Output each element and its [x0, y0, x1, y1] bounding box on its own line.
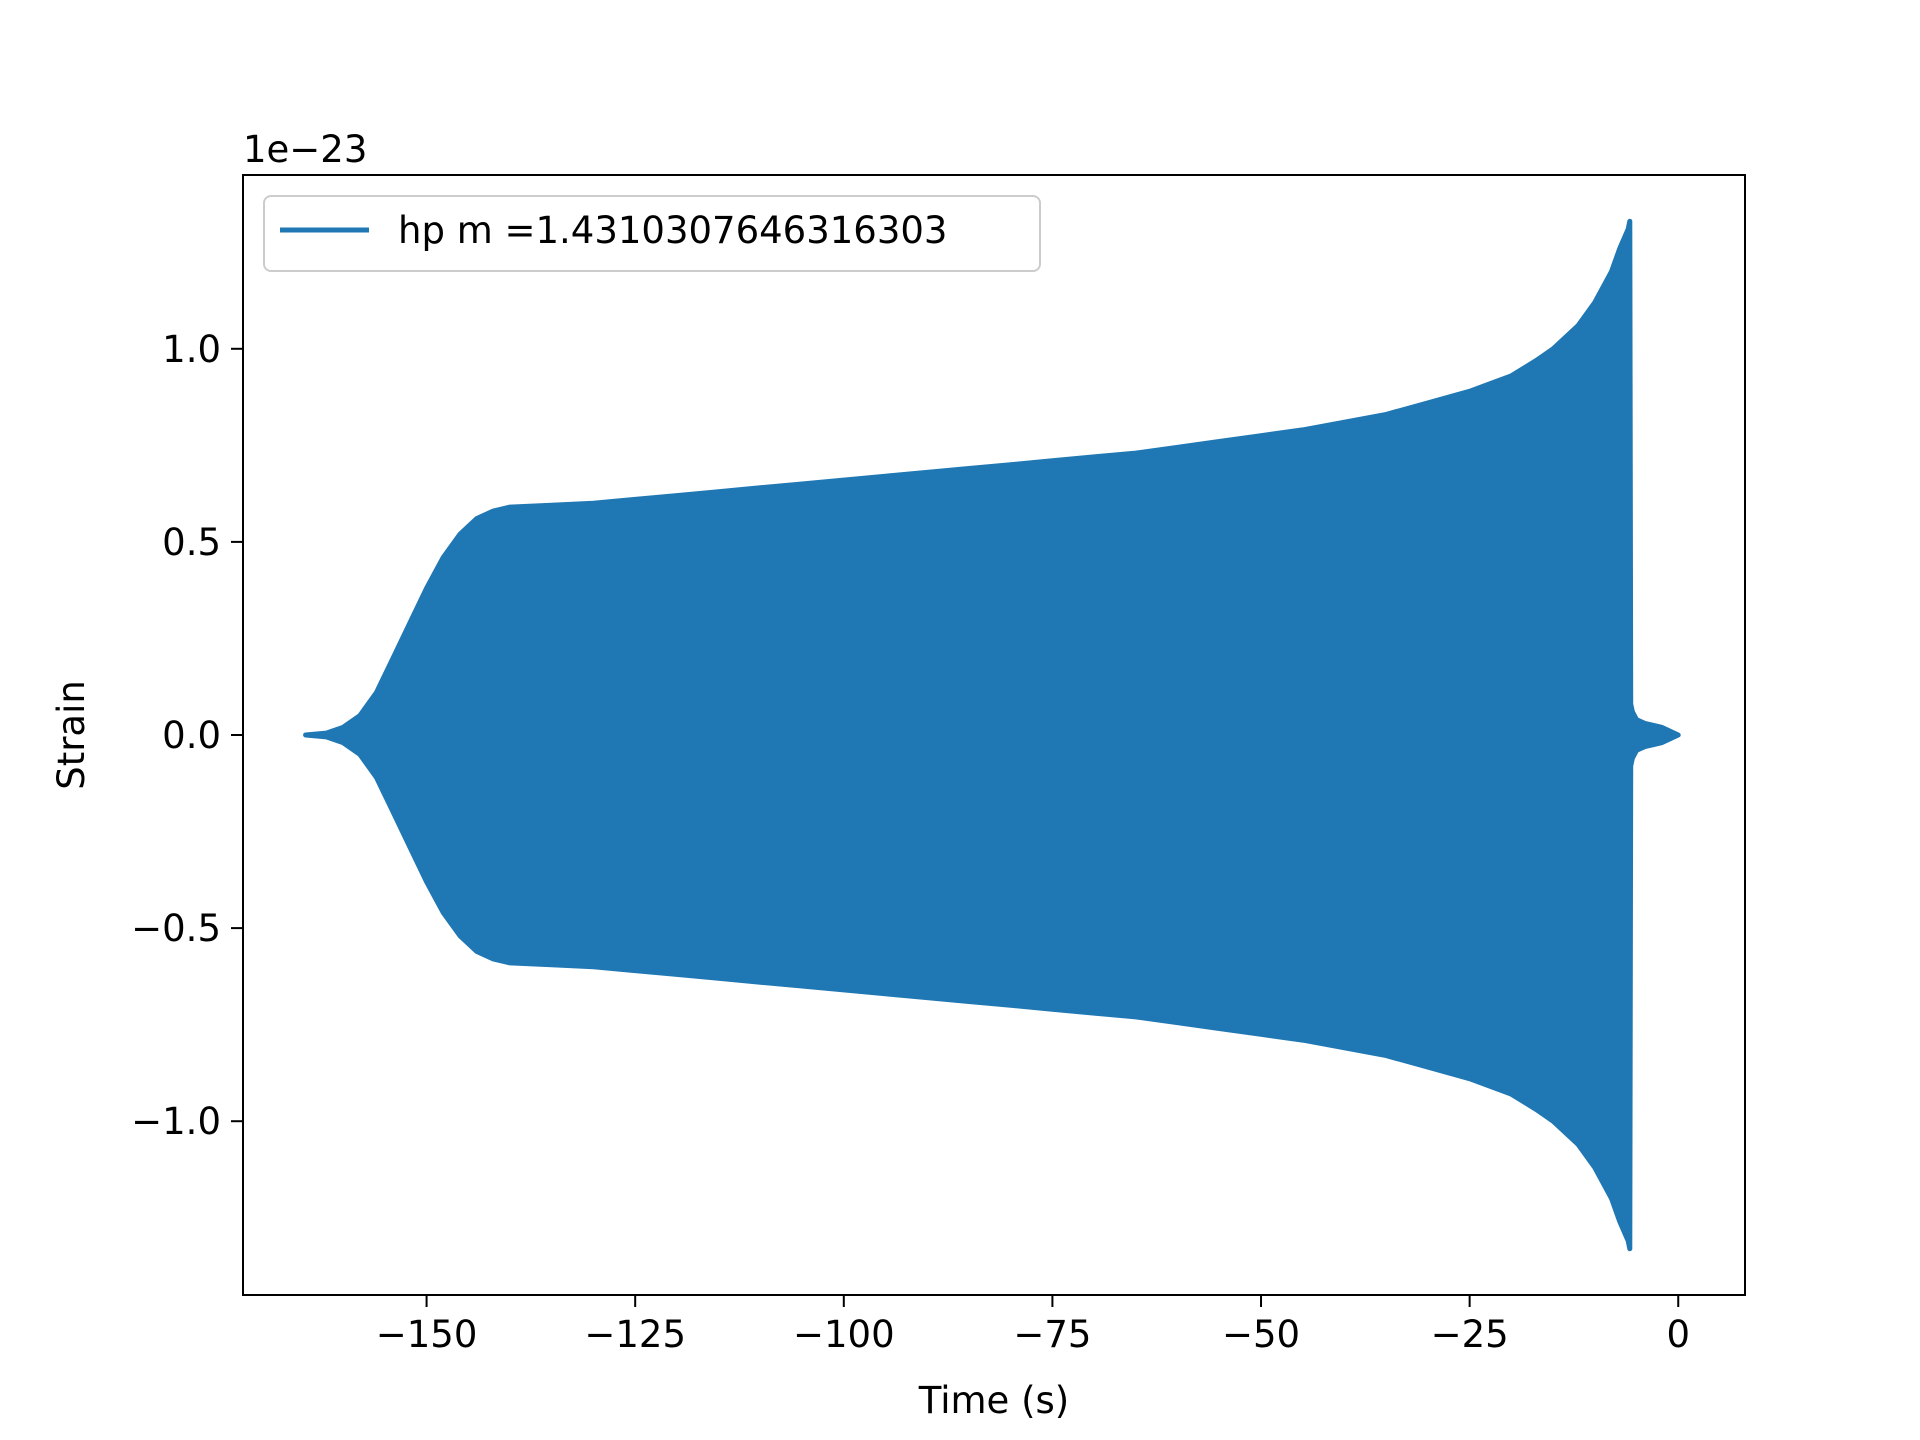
- x-tick-label: −75: [1013, 1313, 1091, 1356]
- y-tick-label: 0.0: [162, 714, 221, 757]
- y-tick-label: −1.0: [131, 1100, 221, 1143]
- y-tick-label: −0.5: [131, 907, 221, 950]
- x-axis: −150 −125 −100 −75 −50 −25 0: [376, 1295, 1690, 1356]
- legend: hp m =1.4310307646316303: [263, 195, 1041, 272]
- x-axis-label: Time (s): [918, 1379, 1069, 1422]
- y-axis-label: Strain: [50, 680, 93, 790]
- y-axis: −1.0 −0.5 0.0 0.5 1.0: [131, 328, 243, 1143]
- x-tick-label: −125: [584, 1313, 686, 1356]
- x-tick-label: −50: [1222, 1313, 1300, 1356]
- x-tick-label: −150: [376, 1313, 478, 1356]
- series-layer: [303, 218, 1681, 1252]
- y-tick-label: 1.0: [162, 328, 221, 371]
- y-offset-label: 1e−23: [243, 128, 367, 171]
- x-tick-label: −25: [1431, 1313, 1509, 1356]
- legend-box: [263, 195, 1041, 272]
- legend-entry-label: hp m =1.4310307646316303: [398, 209, 947, 252]
- x-tick-label: −100: [793, 1313, 895, 1356]
- y-tick-label: 0.5: [162, 521, 221, 564]
- x-tick-label: 0: [1666, 1313, 1690, 1356]
- series-line-hp: [303, 218, 1681, 1252]
